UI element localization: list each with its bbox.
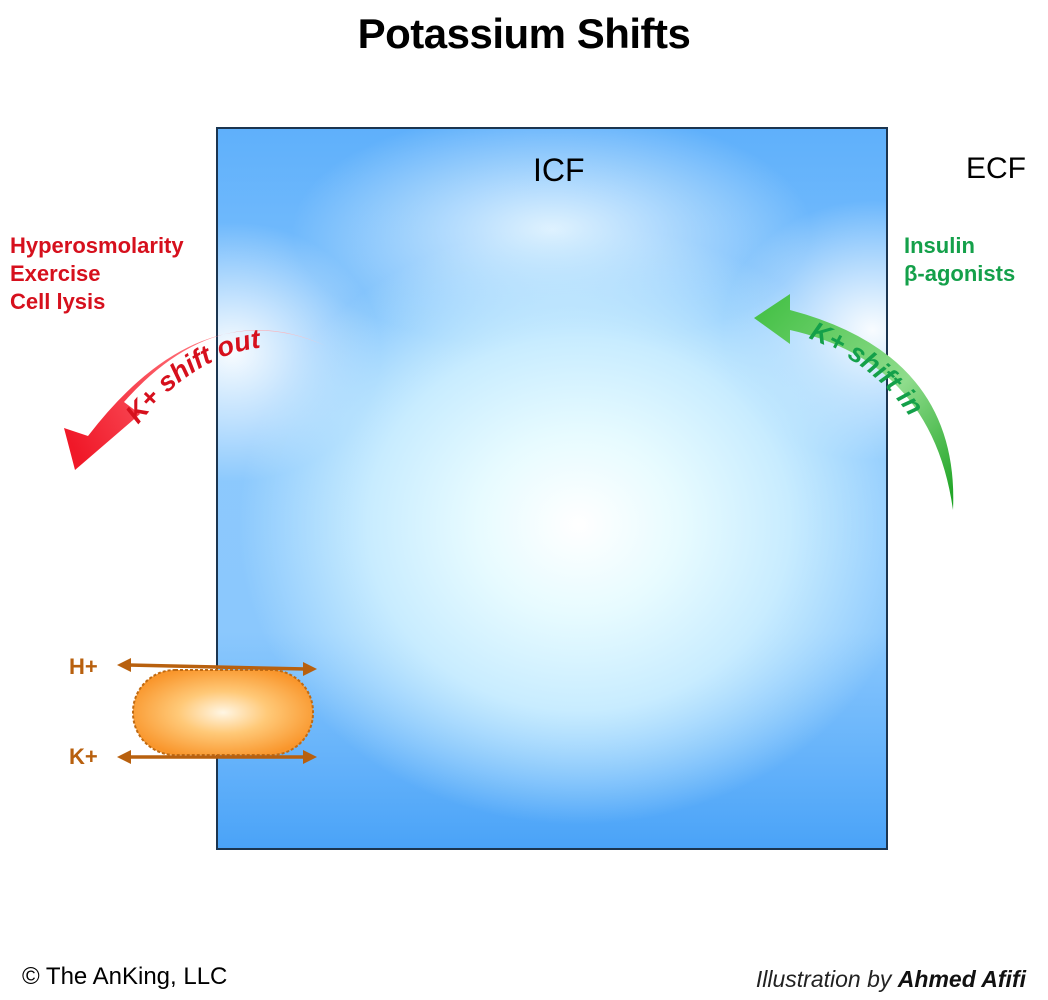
- cause-insulin: Insulin: [904, 233, 975, 258]
- cause-exercise: Exercise: [10, 261, 101, 286]
- shift-out-label: K+ shift out: [120, 324, 263, 429]
- cause-hyperosmolarity: Hyperosmolarity: [10, 233, 184, 258]
- shift-in-arrow: [754, 294, 954, 510]
- hk-exchanger: [132, 669, 314, 756]
- diagram-title: Potassium Shifts: [357, 10, 691, 57]
- h-ion-arrow: [117, 658, 317, 676]
- shift-out-arrow: [64, 329, 326, 470]
- shift-in-causes: Insulin β-agonists: [904, 232, 1015, 288]
- k-ion-label: K+: [69, 744, 98, 769]
- cell-membrane: [216, 127, 888, 850]
- illustration-credit: Illustration by Ahmed Afifi: [756, 966, 1026, 993]
- copyright: © The AnKing, LLC: [22, 963, 228, 990]
- shift-out-causes: Hyperosmolarity Exercise Cell lysis: [10, 232, 184, 316]
- cause-cell-lysis: Cell lysis: [10, 289, 106, 314]
- credit-author: Ahmed Afifi: [897, 966, 1026, 992]
- k-ion-arrow: [117, 750, 317, 764]
- shift-in-label: K+ shift in: [806, 316, 930, 421]
- h-ion-label: H+: [69, 654, 98, 679]
- icf-label: ICF: [533, 152, 585, 188]
- cause-beta-agonists: β-agonists: [904, 261, 1016, 286]
- ecf-label: ECF: [966, 152, 1026, 185]
- credit-prefix: Illustration by: [755, 966, 898, 992]
